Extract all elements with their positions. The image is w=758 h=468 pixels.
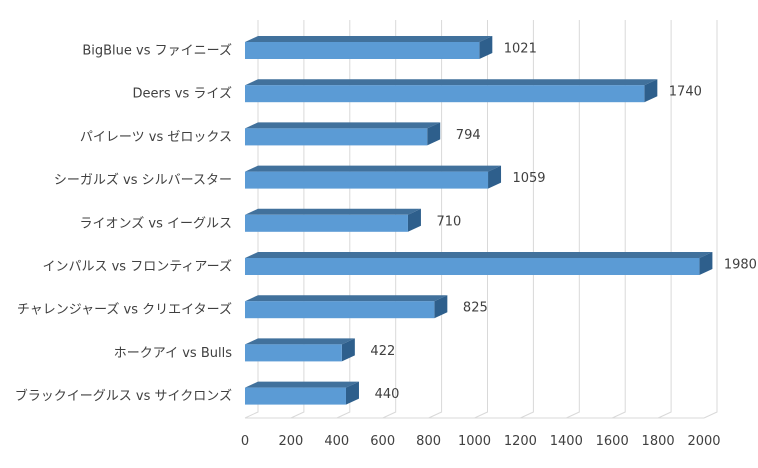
x-tick-label: 200 xyxy=(278,434,303,449)
bar-top-face xyxy=(245,79,658,86)
category-label: BigBlue vs ファイニーズ xyxy=(82,43,232,59)
bar-top-face xyxy=(245,252,713,258)
bar-side-face xyxy=(644,79,658,103)
category-label: Deers vs ライズ xyxy=(133,86,232,102)
bar-side-face xyxy=(479,36,493,59)
bar-front-face xyxy=(245,387,346,405)
category-label: シーガルズ vs シルバースター xyxy=(54,172,232,188)
bar xyxy=(245,79,658,103)
gridline xyxy=(520,20,534,419)
data-label: 1059 xyxy=(512,171,545,186)
bar xyxy=(245,122,441,146)
data-labels: 1021 1740 794 1059 710 1980 825 422 440 xyxy=(370,42,757,403)
category-label: パイレーツ vs ゼロックス xyxy=(80,130,232,145)
bar-front-face xyxy=(245,301,435,319)
gridline xyxy=(657,20,672,419)
gridline xyxy=(566,20,580,419)
gridlines xyxy=(244,20,718,419)
data-label: 422 xyxy=(370,344,395,359)
gridline xyxy=(703,20,718,419)
gridline xyxy=(336,20,351,419)
gridline xyxy=(382,20,397,419)
data-label: 440 xyxy=(375,387,400,402)
x-tick-label: 400 xyxy=(324,434,349,449)
x-tick-label: 1600 xyxy=(596,434,629,449)
category-label: ホークアイ vs Bulls xyxy=(114,346,232,361)
x-tick-label: 0 xyxy=(241,434,249,449)
bar-side-face xyxy=(427,122,441,146)
bar-top-face xyxy=(245,36,493,42)
bar-top-face xyxy=(245,338,355,345)
gridline xyxy=(474,20,488,419)
bar-front-face xyxy=(245,171,489,189)
bar-top-face xyxy=(245,295,448,302)
bar-side-face xyxy=(488,165,502,189)
x-tick-label: 1400 xyxy=(550,434,583,449)
category-label: ブラックイーグルス vs サイクロンズ xyxy=(15,388,232,404)
bar xyxy=(245,295,448,319)
gridline xyxy=(428,20,443,419)
bar-side-face xyxy=(699,252,713,275)
x-tick-label: 800 xyxy=(416,434,441,449)
bar-front-face xyxy=(245,85,645,103)
gridline xyxy=(244,20,259,419)
bar xyxy=(245,36,493,59)
bars xyxy=(245,36,713,405)
x-axis: 0 200 400 600 800 1000 1200 1400 1600 1800 2000 xyxy=(241,434,721,449)
bar-top-face xyxy=(245,381,359,388)
bar-side-face xyxy=(341,338,355,362)
x-tick-label: 600 xyxy=(370,434,395,449)
data-label: 1021 xyxy=(504,42,537,57)
bar xyxy=(245,208,421,232)
bar-side-face xyxy=(345,381,359,405)
x-tick-label: 1000 xyxy=(458,434,491,449)
bar xyxy=(245,252,713,275)
bar-side-face xyxy=(434,295,448,319)
bar-front-face xyxy=(245,42,480,59)
bar-front-face xyxy=(245,344,342,362)
data-label: 825 xyxy=(463,301,488,316)
x-tick-label: 1200 xyxy=(504,434,537,449)
category-label: チャレンジャーズ vs クリエイターズ xyxy=(17,302,232,318)
data-label: 1740 xyxy=(669,85,702,100)
bar xyxy=(245,381,359,405)
gridline xyxy=(611,20,626,419)
bar-front-face xyxy=(245,128,428,146)
bar-front-face xyxy=(245,214,408,232)
data-label: 1980 xyxy=(724,258,757,273)
bar-side-face xyxy=(407,208,421,232)
bar-top-face xyxy=(245,208,421,215)
bar-front-face xyxy=(245,258,700,275)
bar-top-face xyxy=(245,165,502,172)
gridline xyxy=(290,20,305,419)
bar-top-face xyxy=(245,122,441,129)
category-label: インパルス vs フロンティアーズ xyxy=(42,259,232,275)
bar xyxy=(245,165,502,189)
x-tick-label: 2000 xyxy=(687,434,720,449)
category-label: ライオンズ vs イーグルス xyxy=(80,215,232,231)
data-label: 794 xyxy=(456,128,481,143)
bar xyxy=(245,338,355,362)
x-tick-label: 1800 xyxy=(642,434,675,449)
data-label: 710 xyxy=(437,214,462,229)
